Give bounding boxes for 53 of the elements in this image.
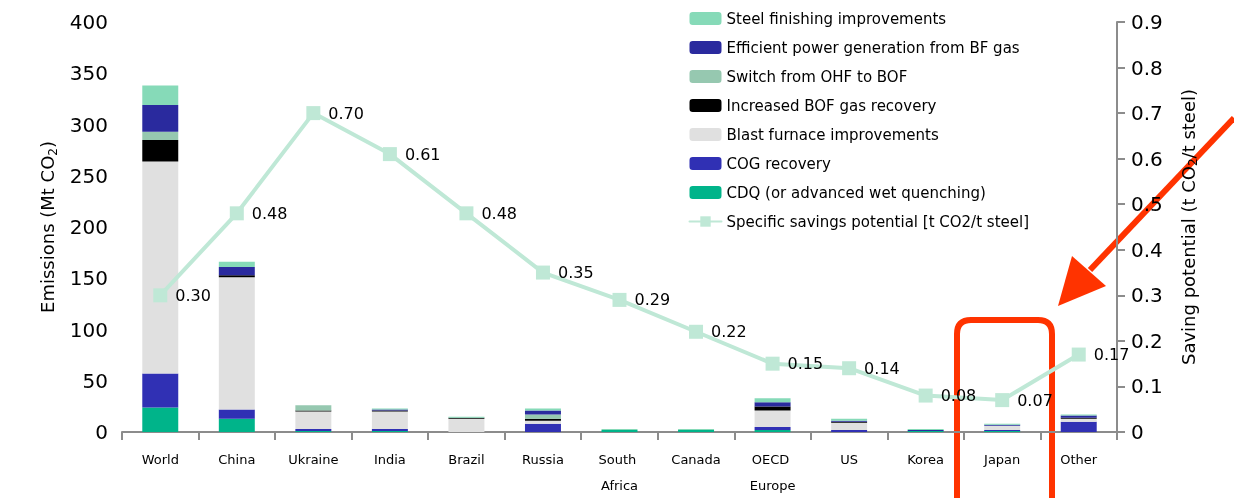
x-tick-label: China xyxy=(218,451,256,467)
y-tick-label: 100 xyxy=(69,317,108,342)
data-label: 0.22 xyxy=(711,322,747,342)
data-label: 0.15 xyxy=(787,354,824,374)
data-label: 0.61 xyxy=(404,144,441,164)
y-tick-label: 300 xyxy=(69,112,108,137)
x-tick-label: OECD Europe xyxy=(749,451,796,493)
legend-label: COG recovery xyxy=(726,154,831,173)
x-tick-label: Korea xyxy=(907,451,945,467)
x-tick-label: India xyxy=(373,451,406,467)
x-tick-label: Other xyxy=(1060,451,1098,467)
y-axis-title: Emissions (Mt CO2) xyxy=(37,141,60,313)
y2-tick-label: 0.4 xyxy=(1131,237,1163,262)
y-tick-label: 350 xyxy=(69,61,108,86)
y-tick-label: 250 xyxy=(69,163,108,188)
legend-label: Specific savings potential [t CO2/t steel] xyxy=(726,212,1030,231)
legend-label: Steel finishing improvements xyxy=(726,9,947,28)
data-label: 0.08 xyxy=(940,386,977,406)
data-label: 0.17 xyxy=(1093,345,1130,365)
y2-tick-label: 0 xyxy=(1131,420,1144,444)
y-tick-label: 0 xyxy=(95,420,108,444)
y2-tick-label: 0.8 xyxy=(1131,55,1163,80)
data-label: 0.14 xyxy=(864,358,900,378)
legend-label: Switch from OHF to BOF xyxy=(726,67,908,86)
y2-tick-label: 0.3 xyxy=(1131,283,1163,308)
y-tick-label: 200 xyxy=(69,215,108,239)
data-label: 0.48 xyxy=(251,203,288,223)
x-tick-label: South Africa xyxy=(598,451,641,493)
x-tick-label: Japan xyxy=(983,451,1021,467)
data-label: 0.30 xyxy=(175,285,211,305)
y-tick-label: 400 xyxy=(69,10,108,34)
y2-tick-label: 0.9 xyxy=(1131,10,1163,34)
y2-axis-title: Saving potential (t CO2/t steel) xyxy=(1177,88,1200,366)
x-tick-label: Ukraine xyxy=(288,451,339,467)
data-label: 0.29 xyxy=(634,290,671,310)
y2-tick-label: 0.7 xyxy=(1131,101,1163,126)
y-tick-label: 150 xyxy=(69,266,108,291)
x-tick-label: Russia xyxy=(522,451,564,467)
x-tick-label: US xyxy=(840,451,859,467)
y2-tick-label: 0.2 xyxy=(1131,328,1163,353)
legend-label: CDQ (or advanced wet quenching) xyxy=(726,183,986,202)
data-label: 0.35 xyxy=(557,263,594,283)
data-label: 0.70 xyxy=(328,103,364,123)
data-label: 0.48 xyxy=(481,203,518,223)
legend-label: Blast furnace improvements xyxy=(726,125,939,144)
x-tick-label: Canada xyxy=(671,451,721,467)
y2-tick-label: 0.1 xyxy=(1131,374,1163,399)
legend-label: Increased BOF gas recovery xyxy=(726,96,937,115)
x-tick-label: Brazil xyxy=(448,451,485,467)
y2-tick-label: 0.6 xyxy=(1131,146,1163,171)
y-tick-label: 50 xyxy=(82,368,108,393)
x-tick-label: World xyxy=(141,451,179,467)
legend-label: Efficient power generation from BF gas xyxy=(726,38,1020,57)
